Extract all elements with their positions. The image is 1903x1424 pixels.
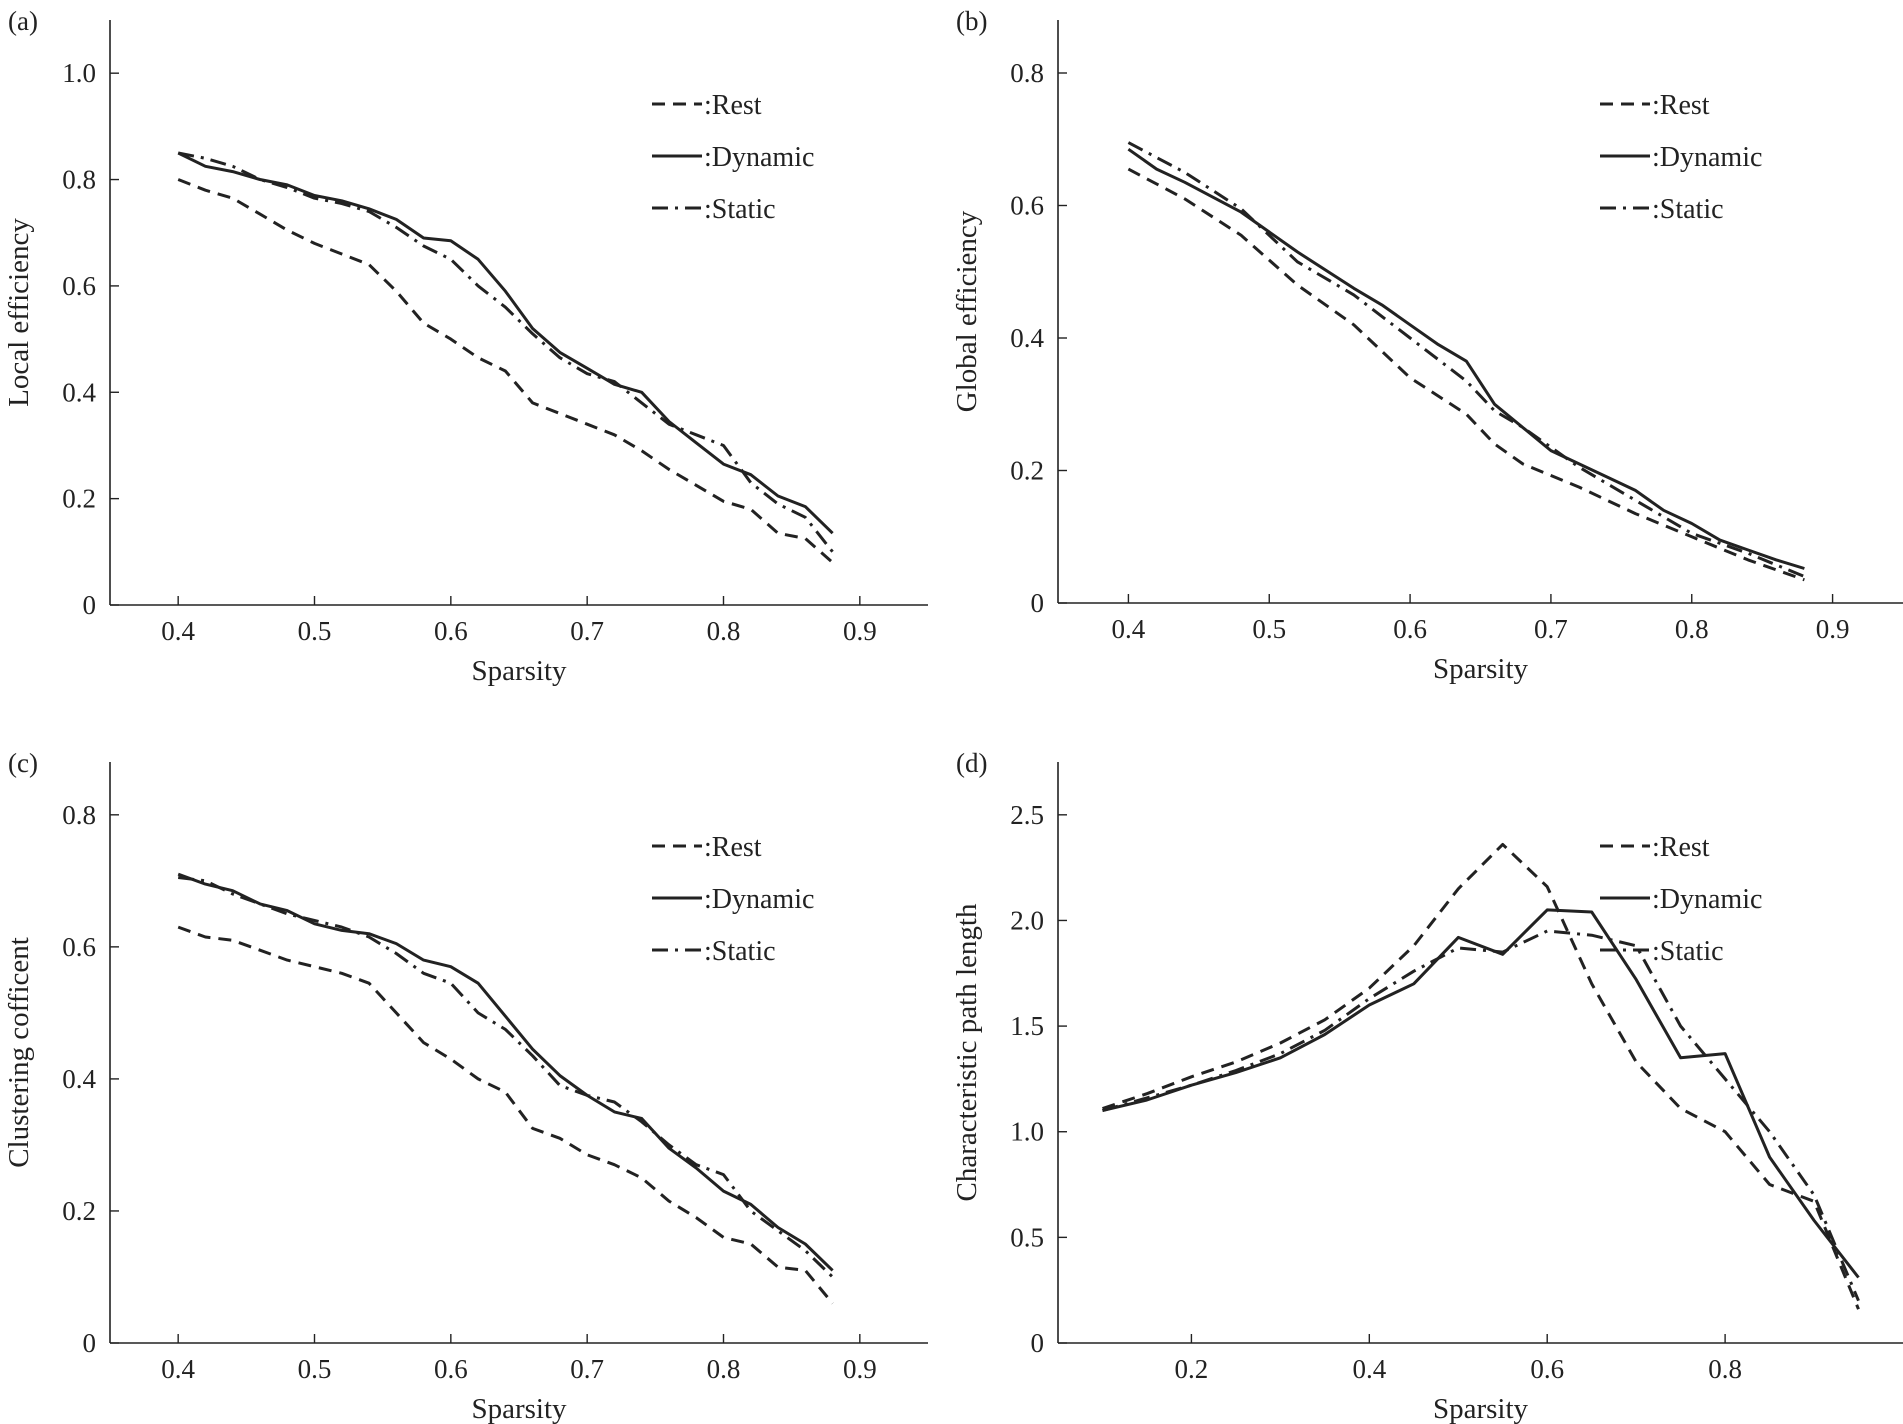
y-tick-label: 0.8 <box>1010 58 1044 88</box>
x-tick-label: 0.7 <box>570 1354 604 1384</box>
y-tick-label: 0.4 <box>1010 323 1044 353</box>
y-tick-label: 2.5 <box>1010 800 1044 830</box>
legend: :Rest :Dynamic :Static <box>1600 832 1762 967</box>
y-axis-title: Local efficiency <box>3 218 35 407</box>
series-line-dashdot <box>178 876 834 1279</box>
y-tick-label: 0.4 <box>62 1064 96 1094</box>
y-tick-label: 0.5 <box>1010 1222 1044 1252</box>
series-line-dashed <box>177 925 834 1305</box>
x-tick-label: 0.6 <box>1530 1354 1564 1384</box>
legend-entry-label: :Dynamic <box>704 884 814 915</box>
y-axis-title: Clustering cofficent <box>3 937 35 1168</box>
series-line-solid <box>177 151 834 535</box>
legend-entry-label: :Rest <box>704 90 762 121</box>
x-axis-title: Sparsity <box>1433 653 1529 685</box>
y-tick-label: 0.2 <box>1010 456 1044 486</box>
y-tick-label: 1.0 <box>1010 1117 1044 1147</box>
y-tick-label: 0.8 <box>62 165 96 195</box>
x-tick-label: 0.4 <box>1352 1354 1386 1384</box>
legend-entry-label: :Static <box>1652 194 1724 225</box>
y-tick-label: 2.0 <box>1010 905 1044 935</box>
x-tick-label: 0.7 <box>1534 614 1568 644</box>
y-tick-label: 0.4 <box>62 377 96 407</box>
y-axis-title: Characteristic path length <box>951 903 983 1201</box>
x-tick-label: 0.6 <box>434 616 468 646</box>
y-tick-label: 0 <box>1031 1328 1045 1358</box>
chart-panel-c: 0.4 0.5 0.6 0.7 0.8 0.9 0 0.2 0.4 0.6 0.8 (c) Sparsi… <box>3 748 928 1424</box>
y-tick-label: 1.0 <box>62 58 96 88</box>
series-line-dashdot <box>177 151 834 553</box>
chart-panel-a: 0.4 0.5 0.6 0.7 0.8 0.9 0 0.2 0.4 0.6 0.8 1.0 (a) Spa… <box>3 6 928 687</box>
panel-label: (b) <box>956 6 987 36</box>
x-tick-label: 0.8 <box>707 1354 741 1384</box>
chart-panel-b: 0.4 0.5 0.6 0.7 0.8 0.9 0 0.2 0.4 0.6 0.8 (b) Sparsi… <box>951 6 1903 685</box>
y-tick-label: 1.5 <box>1010 1011 1044 1041</box>
x-tick-label: 0.6 <box>434 1354 468 1384</box>
legend-entry-label: :Static <box>704 936 776 967</box>
y-axis-title: Global efficiency <box>951 210 983 412</box>
x-tick-label: 0.9 <box>843 1354 877 1384</box>
legend: :Rest :Dynamic :Static <box>1600 90 1762 225</box>
y-tick-label: 0.6 <box>62 932 96 962</box>
panel-label: (d) <box>956 748 987 778</box>
x-tick-label: 0.6 <box>1393 614 1427 644</box>
x-tick-label: 0.8 <box>1708 1354 1742 1384</box>
y-tick-label: 0 <box>1031 588 1045 618</box>
y-tick-label: 0.6 <box>62 271 96 301</box>
y-tick-label: 0.2 <box>62 484 96 514</box>
legend-entry-label: :Dynamic <box>704 142 814 173</box>
legend-entry-label: :Rest <box>704 832 762 863</box>
legend-entry-label: :Dynamic <box>1652 142 1762 173</box>
legend-entry-label: :Rest <box>1652 90 1710 121</box>
legend: :Rest :Dynamic :Static <box>652 90 814 225</box>
x-tick-label: 0.5 <box>298 1354 332 1384</box>
y-tick-label: 0.6 <box>1010 191 1044 221</box>
legend: :Rest :Dynamic :Static <box>652 832 814 967</box>
y-tick-label: 0.8 <box>62 800 96 830</box>
legend-entry-label: :Rest <box>1652 832 1710 863</box>
x-tick-label: 0.4 <box>1112 614 1146 644</box>
x-axis-title: Sparsity <box>471 655 567 687</box>
x-axis-title: Sparsity <box>471 1393 567 1424</box>
x-tick-label: 0.9 <box>843 616 877 646</box>
series-line-dashdot <box>1127 141 1805 578</box>
x-tick-label: 0.5 <box>298 616 332 646</box>
series-line-dashed <box>177 178 834 564</box>
x-tick-label: 0.2 <box>1175 1354 1209 1384</box>
y-tick-label: 0 <box>83 590 97 620</box>
series-line-solid <box>1102 908 1860 1279</box>
y-tick-label: 0 <box>83 1328 97 1358</box>
legend-entry-label: :Static <box>1652 936 1724 967</box>
series-line-dashdot <box>1102 929 1860 1302</box>
x-tick-label: 0.7 <box>570 616 604 646</box>
series-line-dashed <box>1102 842 1860 1310</box>
legend-entry-label: :Dynamic <box>1652 884 1762 915</box>
legend-entry-label: :Static <box>704 194 776 225</box>
x-tick-label: 0.8 <box>707 616 741 646</box>
series-line-solid <box>177 872 834 1272</box>
panel-label: (a) <box>8 6 38 36</box>
x-tick-label: 0.5 <box>1252 614 1286 644</box>
chart-panel-d: 0.2 0.4 0.6 0.8 0 0.5 1.0 1.5 2.0 2.5 (d) Sparsity C… <box>951 748 1903 1424</box>
x-tick-label: 0.8 <box>1675 614 1709 644</box>
x-tick-label: 0.9 <box>1816 614 1850 644</box>
y-tick-label: 0.2 <box>62 1196 96 1226</box>
x-tick-label: 0.4 <box>161 1354 195 1384</box>
x-axis-title: Sparsity <box>1433 1393 1529 1424</box>
x-tick-label: 0.4 <box>161 616 195 646</box>
panel-label: (c) <box>8 748 38 778</box>
